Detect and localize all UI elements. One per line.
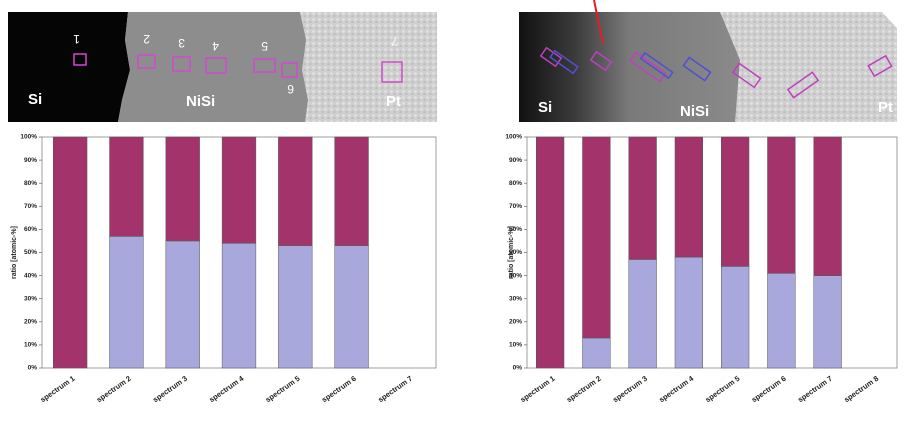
bar-segment [222,137,256,243]
bar-segment [335,246,369,368]
region-label: NiSi [680,103,709,120]
x-tick-label: spectrum 3 [151,374,189,404]
y-tick-label: 0% [28,365,38,372]
bar-segment [675,137,703,257]
bar-segment [222,243,256,368]
bar-segment [536,137,564,368]
y-tick-label: 70% [509,203,522,210]
y-tick-label: 100% [20,134,37,141]
region-label: Pt [878,99,893,116]
x-tick-label: spectrum 8 [842,374,880,404]
marker-number: 5 [261,39,268,53]
y-axis-label: ratio [atomic-%] [508,226,515,279]
y-tick-label: 10% [24,342,37,349]
region-label: NiSi [186,93,215,110]
bar-segment [278,246,312,368]
micrograph-left: Si NiSi Pt 1 2 3 4 5 6 7 [8,12,437,122]
x-tick-label: spectrum 5 [264,374,302,404]
bar-segment [629,259,657,368]
y-tick-label: 20% [509,319,522,326]
marker-number: 1 [73,32,80,46]
region-label: Si [28,91,42,108]
bar-segment [583,338,611,368]
y-tick-label: 90% [24,157,37,164]
y-tick-label: 60% [24,226,37,233]
y-tick-label: 30% [509,295,522,302]
marker-number: 6 [287,82,294,96]
y-tick-label: 10% [509,342,522,349]
x-tick-label: spectrum 2 [565,374,603,404]
bar-segment [768,137,796,273]
y-tick-label: 80% [509,180,522,187]
x-tick-label: spectrum 4 [657,373,696,404]
y-tick-label: 100% [505,134,522,141]
y-tick-label: 90% [509,157,522,164]
region-label: Pt [386,93,401,110]
bar-segment [278,137,312,246]
bar-segment [721,266,749,368]
marker-number: 7 [391,34,398,48]
x-tick-label: spectrum 1 [38,374,76,404]
x-tick-label: spectrum 7 [796,374,834,404]
bar-segment [166,137,200,241]
bar-segment [110,137,144,236]
x-tick-label: spectrum 3 [611,374,649,404]
bar-segment [166,241,200,368]
marker-number: 3 [178,36,185,50]
x-tick-label: spectrum 1 [518,374,556,404]
bar-segment [110,236,144,368]
x-tick-label: spectrum 6 [750,374,788,404]
bar-segment [768,273,796,368]
y-tick-label: 70% [24,203,37,210]
bar-segment [814,276,842,368]
bar-segment [335,137,369,246]
y-tick-label: 30% [24,295,37,302]
x-tick-label: spectrum 5 [703,374,741,404]
y-tick-label: 20% [24,319,37,326]
bar-segment [583,137,611,338]
bar-segment [721,137,749,266]
bar-segment [675,257,703,368]
y-tick-label: 80% [24,180,37,187]
x-tick-label: spectrum 4 [207,373,246,404]
micrograph-right: Si NiSi Pt [519,0,897,122]
y-tick-label: 40% [24,272,37,279]
y-tick-label: 50% [24,249,37,256]
x-tick-label: spectrum 7 [376,374,414,404]
y-tick-label: 0% [513,365,523,372]
bar-segment [814,137,842,276]
bar-segment [53,137,87,368]
x-tick-label: spectrum 2 [95,374,133,404]
marker-number: 4 [212,39,219,53]
figure: Si NiSi Pt 1 2 3 4 5 6 7 Si [0,0,907,423]
region-label: Si [538,99,552,116]
marker-number: 2 [143,32,150,46]
y-axis-label: ratio [atomic-%] [11,226,18,279]
x-tick-label: spectrum 6 [320,374,358,404]
bar-segment [629,137,657,259]
